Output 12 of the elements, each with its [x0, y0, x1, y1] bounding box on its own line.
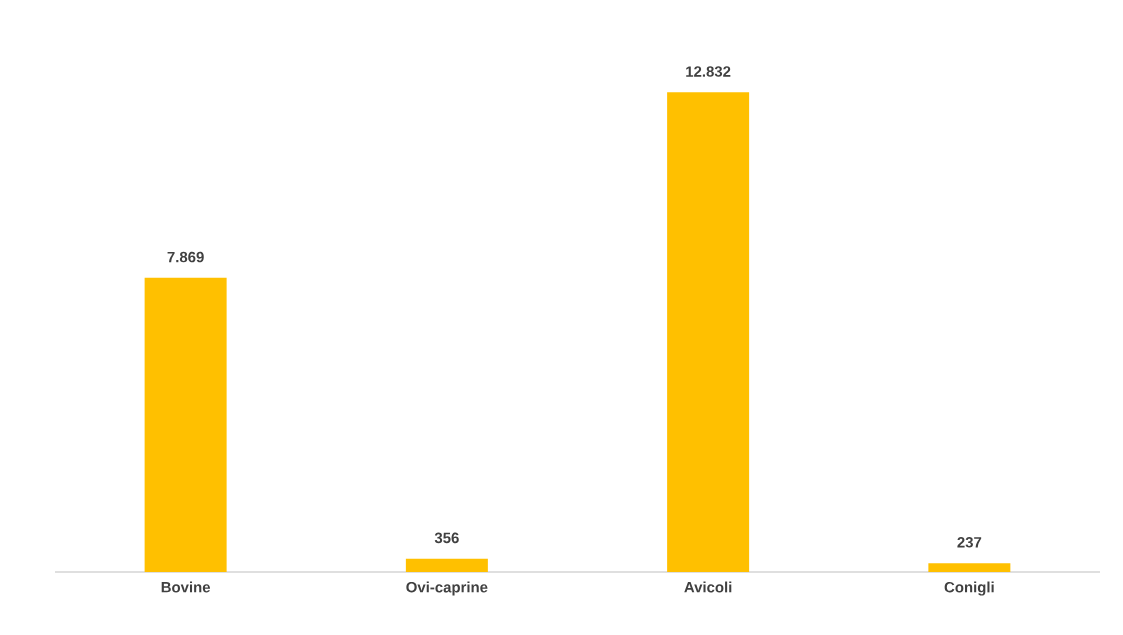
data-label: 12.832	[686, 66, 731, 77]
data-label: 237	[957, 537, 982, 548]
x-tick-label: Ovi-caprine	[406, 581, 488, 596]
bar	[667, 92, 750, 572]
bar	[928, 563, 1011, 572]
x-tick-label: Conigli	[944, 581, 994, 596]
bar	[144, 277, 227, 572]
x-tick-label: Avicoli	[684, 581, 732, 593]
x-tick-label: Bovine	[161, 581, 211, 593]
data-label: 7.869	[167, 251, 204, 263]
data-label: 356	[434, 532, 459, 544]
bar	[405, 558, 488, 572]
